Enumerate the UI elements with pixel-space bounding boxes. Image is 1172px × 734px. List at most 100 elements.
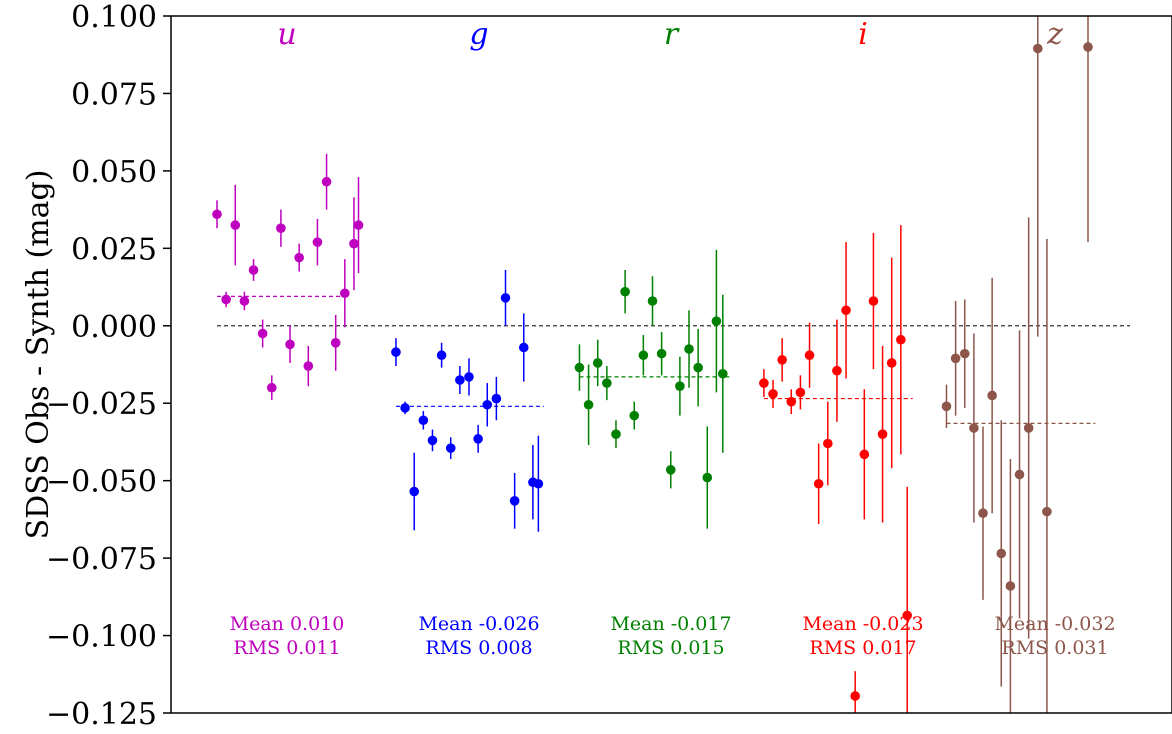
mean-label-r: Mean -0.017 (610, 613, 731, 635)
data-point (850, 691, 860, 701)
data-point (221, 294, 231, 305)
data-point (518, 342, 529, 353)
data-point (294, 252, 304, 263)
data-point (813, 478, 824, 489)
data-point (996, 548, 1007, 559)
data-point (1042, 506, 1052, 517)
data-point (886, 358, 897, 368)
data-point (464, 372, 474, 382)
data-point (473, 434, 483, 444)
data-point (285, 339, 295, 350)
data-series (212, 16, 1096, 713)
data-point (969, 423, 979, 433)
data-point (804, 350, 815, 361)
data-point (303, 361, 314, 371)
data-point (257, 328, 268, 339)
y-tick-label: −0.125 (46, 697, 157, 732)
data-point (418, 415, 429, 426)
y-tick-label: 0.050 (71, 155, 157, 190)
y-axis: 0.100 0.075 0.050 0.025 0.000 −0.025 −0.050 −0.… (46, 0, 171, 732)
data-point (340, 288, 350, 299)
y-tick-label: −0.100 (46, 620, 157, 655)
data-point (330, 338, 341, 348)
band-label-u: u (277, 17, 296, 52)
y-tick-label: 0.075 (71, 77, 157, 112)
data-point (1032, 43, 1043, 54)
data-point (409, 486, 420, 497)
data-point (822, 438, 833, 449)
data-point (592, 358, 603, 368)
data-point (675, 381, 685, 391)
data-point (859, 449, 870, 460)
data-point (768, 389, 778, 399)
data-point (1014, 469, 1025, 480)
mean-label-u: Mean 0.010 (230, 613, 345, 635)
data-point (436, 350, 447, 361)
data-point (620, 286, 630, 297)
series-g (391, 270, 544, 532)
data-point (759, 378, 769, 388)
data-point (1023, 423, 1034, 433)
data-point (445, 443, 456, 453)
data-point (212, 209, 222, 220)
data-point (427, 435, 438, 446)
data-point (902, 610, 913, 621)
y-axis-label: SDSS Obs - Synth (mag) (21, 170, 56, 540)
data-point (832, 365, 842, 376)
y-tick-label: −0.075 (46, 542, 157, 577)
mean-label-g: Mean -0.026 (418, 613, 539, 635)
data-point (877, 429, 888, 440)
data-point (941, 401, 952, 412)
y-tick-label: 0.100 (71, 0, 157, 35)
y-tick-label: 0.025 (71, 232, 157, 267)
series-i (759, 225, 913, 713)
data-point (868, 296, 879, 306)
rms-label-r: RMS 0.015 (617, 637, 724, 659)
data-point (312, 237, 323, 247)
series-r (574, 249, 730, 529)
data-point (482, 399, 493, 410)
data-point (455, 375, 465, 385)
data-point (1005, 581, 1016, 591)
data-point (602, 378, 612, 388)
data-point (349, 238, 359, 249)
data-point (702, 472, 713, 483)
series-u (212, 153, 364, 401)
data-point (611, 429, 621, 440)
data-point (656, 348, 667, 359)
data-point (718, 368, 728, 379)
y-tick-label: −0.025 (46, 387, 157, 422)
data-point (276, 223, 286, 233)
data-point (959, 348, 970, 359)
data-point (400, 403, 410, 413)
data-point (693, 362, 703, 373)
y-tick-label: 0.000 (71, 310, 157, 345)
data-point (533, 478, 544, 489)
data-point (1083, 42, 1093, 52)
data-point (795, 387, 806, 398)
data-point (978, 508, 988, 518)
data-point (950, 353, 961, 364)
data-point (500, 293, 511, 303)
y-tick-label: −0.050 (46, 465, 157, 500)
rms-label-i: RMS 0.017 (809, 637, 916, 659)
rms-label-u: RMS 0.011 (233, 637, 340, 659)
data-point (321, 176, 332, 187)
data-point (509, 496, 520, 506)
data-point (777, 355, 787, 365)
data-point (896, 334, 906, 345)
mean-label-i: Mean -0.023 (802, 613, 923, 635)
data-point (266, 382, 277, 393)
band-label-z: z (1046, 17, 1063, 52)
data-point (629, 410, 640, 421)
data-point (665, 465, 676, 475)
data-point (583, 399, 594, 410)
data-point (248, 265, 259, 275)
data-point (711, 316, 722, 326)
series-z (941, 16, 1096, 713)
plot-frame (170, 15, 1172, 714)
data-point (230, 220, 241, 230)
data-point (987, 390, 997, 401)
